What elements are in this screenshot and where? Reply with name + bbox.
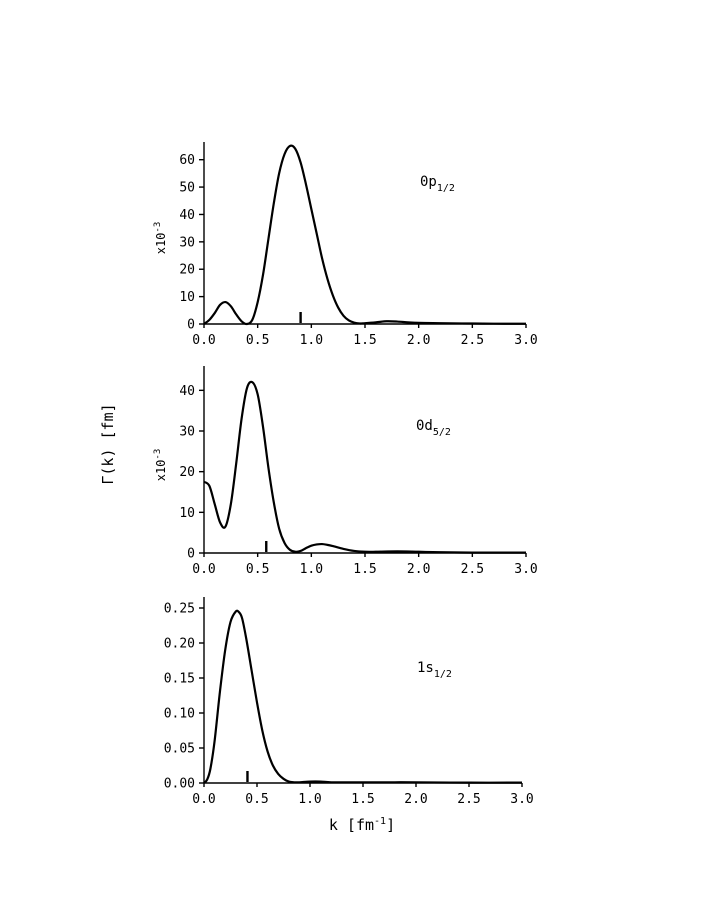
y-tick-label: 0.00 [164, 777, 195, 792]
x-tick-label: 1.0 [298, 792, 321, 807]
y-tick-label: 40 [179, 208, 195, 223]
orbital-label: 0d5/2 [416, 418, 451, 438]
orbital-label: 1s1/2 [417, 660, 452, 680]
x-tick-label: 2.0 [404, 792, 427, 807]
x-axis-title: k [fm-1] [329, 816, 395, 834]
panel-2: 0 10 20 30 40 0.0 0.5 1.0 1.5 2.0 2.5 3.0 0d5/2 x10-3 [153, 366, 538, 577]
x-axis-title-main: k [fm [329, 816, 374, 834]
y-tick-label: 30 [179, 425, 195, 440]
series-line [203, 144, 527, 326]
y-tick-label: 20 [179, 465, 195, 480]
x-tick-label: 0.5 [245, 792, 268, 807]
y-tick-label: 20 [179, 263, 195, 278]
x-tick-label: 1.5 [353, 333, 376, 348]
x-tick-label: 1.0 [300, 562, 323, 577]
x-tick-label: 1.5 [351, 792, 374, 807]
panel-1: 0 10 20 30 40 50 60 0.0 0.5 1.0 1.5 2.0 2.5 3.0 0p1/2 x… [153, 142, 538, 348]
x-axis-title-close: ] [386, 816, 395, 834]
series-line [203, 609, 523, 784]
x-tick-label: 2.5 [457, 792, 480, 807]
y-tick-label: 0 [187, 318, 195, 333]
x-axis-title-sup: -1 [374, 816, 386, 827]
y-tick-label: 0.15 [164, 672, 195, 687]
y-tick-label: 60 [179, 153, 195, 168]
series-line [203, 380, 526, 554]
y-tick-label: 0.05 [164, 742, 195, 757]
x-tick-label: 0.5 [246, 333, 269, 348]
y-tick-label: 0.10 [164, 707, 195, 722]
scale-factor-label: x10-3 [153, 449, 168, 482]
x-tick-label: 0.0 [192, 562, 215, 577]
x-tick-label: 1.5 [353, 562, 376, 577]
y-tick-label: 10 [179, 290, 195, 305]
x-tick-label: 0.5 [246, 562, 269, 577]
x-tick-label: 0.0 [192, 792, 215, 807]
y-axis-title: Γ(k) [fm] [99, 403, 117, 484]
x-tick-label: 3.0 [510, 792, 533, 807]
scale-factor-label: x10-3 [153, 222, 168, 255]
x-tick-label: 2.5 [461, 333, 484, 348]
y-tick-label: 30 [179, 235, 195, 250]
x-tick-label: 3.0 [514, 562, 537, 577]
x-tick-label: 3.0 [514, 333, 537, 348]
y-tick-label: 10 [179, 506, 195, 521]
orbital-label: 0p1/2 [420, 174, 455, 194]
x-tick-label: 0.0 [192, 333, 215, 348]
x-tick-label: 1.0 [300, 333, 323, 348]
panels-group: 0 10 20 30 40 50 60 0.0 0.5 1.0 1.5 2.0 2.5 3.0 0p1/2 x… [153, 142, 538, 807]
x-tick-label: 2.0 [407, 562, 430, 577]
y-tick-label: 0.20 [164, 637, 195, 652]
y-tick-label: 0.25 [164, 602, 195, 617]
y-tick-label: 40 [179, 384, 195, 399]
panel-3: 0.00 0.05 0.10 0.15 0.20 0.25 0.0 0.5 1.0 1.5 2.0 2… [164, 597, 534, 807]
y-tick-label: 50 [179, 181, 195, 196]
x-tick-label: 2.5 [461, 562, 484, 577]
y-tick-label: 0 [187, 547, 195, 562]
x-tick-label: 2.0 [407, 333, 430, 348]
